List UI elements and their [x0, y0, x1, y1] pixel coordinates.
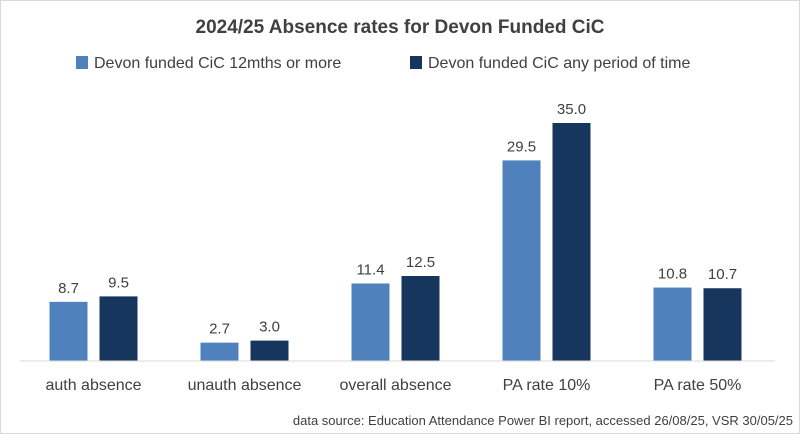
x-tick-label-3: PA rate 10%	[503, 377, 591, 394]
bar-series-1-0	[49, 301, 88, 361]
data-label-series-1-4: 10.8	[658, 266, 687, 283]
legend: Devon funded CiC 12mths or more Devon fu…	[76, 55, 690, 72]
bar-series-1-2	[351, 283, 390, 361]
legend-swatch-series-2	[410, 56, 422, 69]
bar-series-2-3	[552, 123, 591, 361]
bar-series-1-1	[200, 342, 239, 361]
data-label-series-1-3: 29.5	[507, 138, 536, 155]
data-label-series-1-0: 8.7	[58, 280, 79, 297]
bar-series-2-0	[99, 296, 138, 361]
bar-series-1-3	[502, 160, 541, 361]
x-tick-label-1: unauth absence	[188, 377, 302, 394]
data-label-series-2-3: 35.0	[557, 101, 586, 118]
bar-series-2-4	[703, 288, 742, 361]
x-tick-label-0: auth absence	[45, 377, 141, 394]
x-tick-label-4: PA rate 50%	[654, 377, 742, 394]
data-label-series-2-2: 12.5	[406, 254, 435, 271]
data-label-series-2-1: 3.0	[259, 319, 280, 336]
legend-label-series-2: Devon funded CiC any period of time	[428, 55, 690, 72]
legend-swatch-series-1	[76, 56, 88, 69]
data-label-series-2-4: 10.7	[708, 266, 737, 283]
legend-label-series-1: Devon funded CiC 12mths or more	[94, 55, 341, 72]
data-source-footnote: data source: Education Attendance Power …	[293, 413, 793, 428]
data-label-series-1-1: 2.7	[209, 321, 230, 338]
x-tick-label-2: overall absence	[339, 377, 451, 394]
data-label-series-2-0: 9.5	[108, 274, 129, 291]
chart-title: 2024/25 Absence rates for Devon Funded C…	[196, 17, 605, 38]
bar-series-2-2	[401, 276, 440, 361]
data-label-series-1-2: 11.4	[356, 261, 384, 278]
bar-series-1-4	[653, 287, 692, 361]
bar-series-2-1	[250, 340, 289, 361]
